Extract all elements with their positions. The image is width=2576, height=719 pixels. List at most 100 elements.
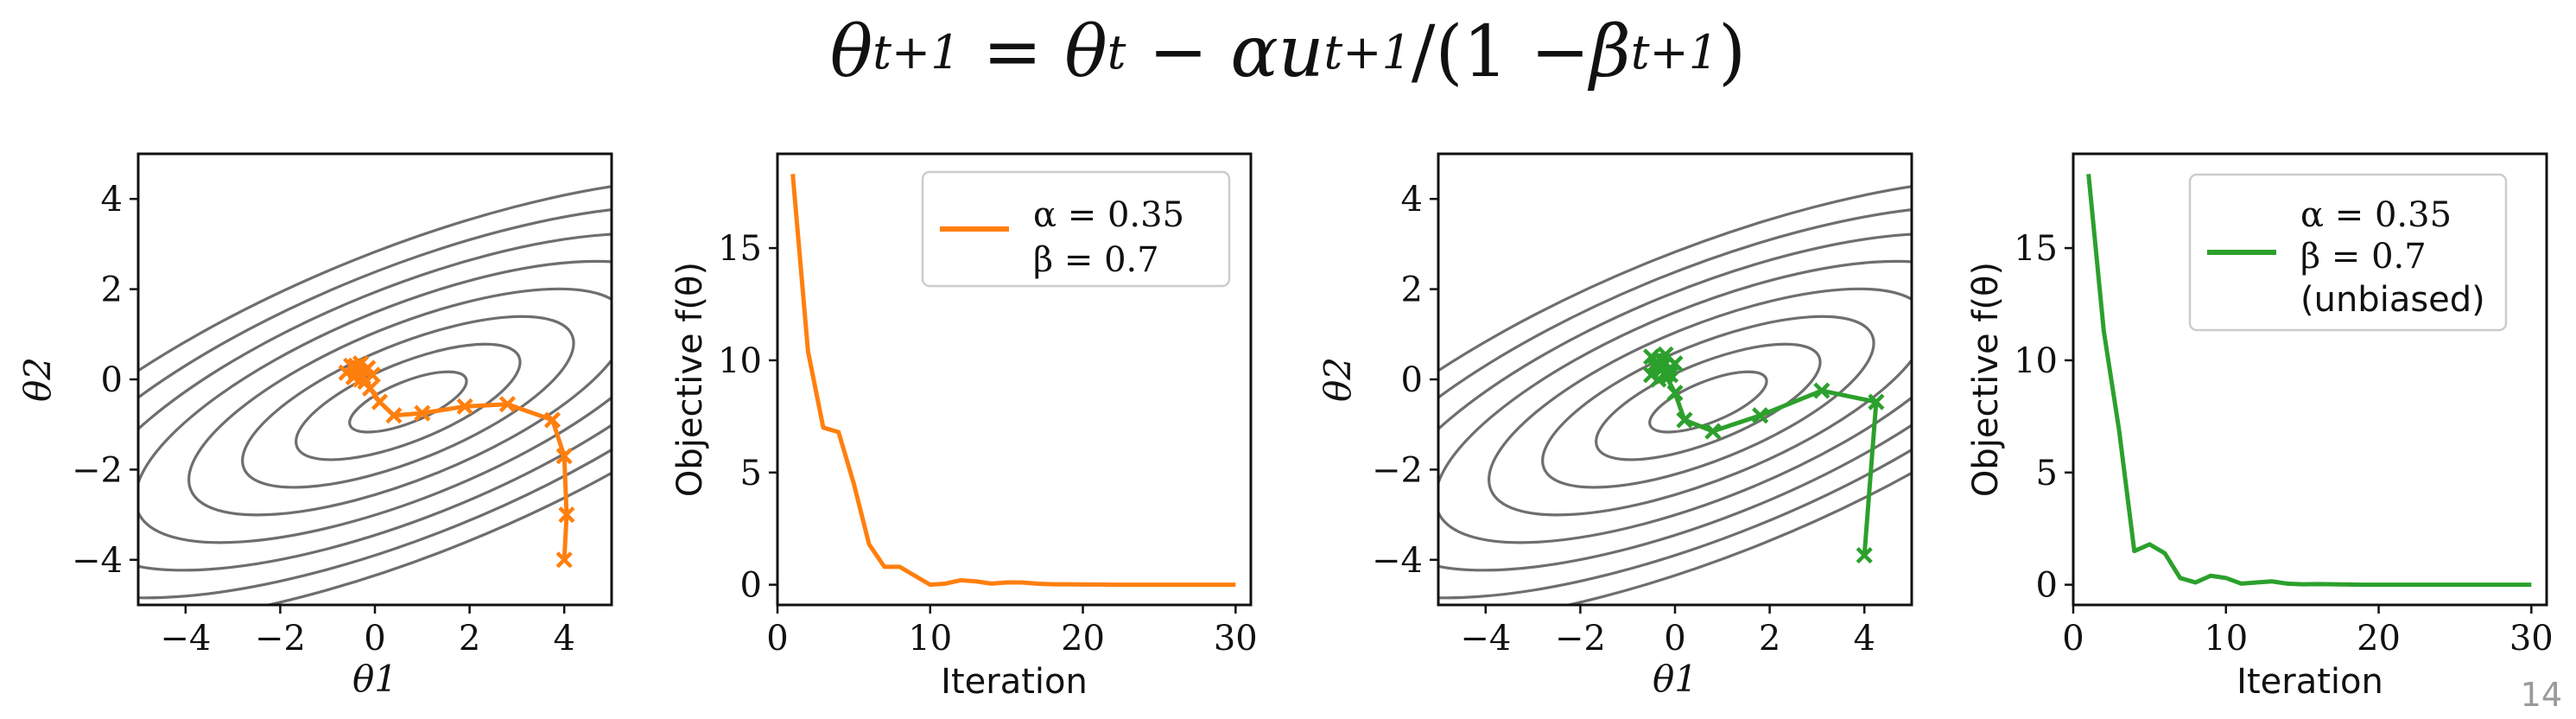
trajectory-point	[498, 396, 517, 413]
y-tick-label: −4	[1372, 541, 1423, 581]
contour-line	[348, 370, 468, 434]
y-tick-label: 4	[101, 180, 123, 220]
trajectory-point	[1868, 393, 1885, 410]
trajectory-point	[456, 398, 473, 415]
y-tick-label: −4	[72, 541, 123, 581]
x-tick-label: −2	[1555, 619, 1606, 659]
marker-stroke	[414, 404, 431, 422]
objective-line	[2086, 174, 2532, 588]
p3-panel: −4 −2 0 2 4 −4 −2 0 2 4 θ1 θ2	[1317, 152, 1913, 700]
trajectory-point	[1666, 385, 1684, 402]
y-tick-label: 10	[2014, 341, 2058, 381]
x-tick-label: −4	[1460, 619, 1511, 659]
x-tick-label: −2	[255, 619, 306, 659]
y-tick-label: 10	[718, 341, 762, 381]
title-divide: /(1 −	[1411, 10, 1590, 93]
contour-line	[1438, 259, 1912, 544]
trajectory-point	[555, 551, 573, 569]
y-axis-label: Objective f(θ)	[1966, 262, 2006, 497]
trajectory-point	[1752, 407, 1769, 424]
title-equals: =	[982, 10, 1043, 93]
p4-plot-area	[2086, 174, 2532, 588]
contour-line	[1595, 342, 1822, 461]
p2-panel: 0 10 20 30 0 5 10 15 Iteration Objective f(θ) α = …	[670, 152, 1258, 702]
x-tick-label: 10	[908, 619, 952, 659]
trajectory-point	[1856, 546, 1873, 564]
contour-line	[187, 287, 612, 517]
marker-stroke	[456, 398, 473, 415]
y-tick-label: 5	[2036, 454, 2058, 493]
legend: α = 0.35β = 0.7(unbiased)	[2188, 173, 2508, 332]
legend-label: β = 0.7	[1033, 240, 1159, 280]
x-tick-label: 4	[1853, 619, 1875, 659]
legend-box	[921, 170, 1231, 288]
contour-line	[1488, 287, 1912, 517]
trajectory-point	[558, 506, 575, 524]
marker-stroke	[1666, 385, 1684, 402]
x-tick-label: 2	[459, 619, 480, 659]
p4-panel: 0 10 20 30 0 5 10 15 Iteration Objective f(θ) α = …	[1966, 152, 2554, 702]
x-tick-label: 10	[2204, 619, 2248, 659]
x-tick-label: 30	[2509, 619, 2554, 659]
y-tick-label: 15	[718, 229, 762, 269]
y-axis-label: θ2	[1317, 357, 1359, 402]
y-tick-label: −2	[72, 450, 123, 490]
y-axis-label: θ2	[16, 357, 59, 402]
contour-line	[138, 176, 612, 605]
objective-line	[790, 174, 1236, 588]
x-tick-label: 2	[1759, 619, 1780, 659]
y-tick-label: 0	[2036, 566, 2058, 606]
marker-stroke	[1659, 361, 1677, 379]
x-tick-label: 30	[1214, 619, 1258, 659]
title-theta-t-subscript: t	[1107, 24, 1126, 80]
marker-stroke	[1752, 407, 1769, 424]
contour-line	[241, 315, 575, 489]
trajectory-point	[555, 448, 573, 465]
title-beta: β	[1589, 10, 1631, 93]
x-tick-label: 0	[1664, 619, 1685, 659]
trajectory-point	[1676, 411, 1693, 429]
x-tick-label: 20	[1061, 619, 1105, 659]
y-tick-label: 0	[1401, 360, 1423, 400]
y-tick-label: −2	[1372, 450, 1423, 490]
legend-label: α = 0.35	[2300, 195, 2452, 235]
y-tick-label: 15	[2014, 229, 2058, 269]
y-tick-label: 2	[1401, 270, 1423, 310]
x-tick-label: 0	[364, 619, 385, 659]
marker-stroke	[1676, 411, 1693, 429]
p1-panel: −4 −2 0 2 4 −4 −2 0 2 4 θ1 θ2	[16, 152, 613, 700]
marker-stroke	[558, 506, 575, 524]
trajectory-point	[385, 407, 403, 424]
trajectory-line	[1649, 352, 1879, 556]
marker-stroke	[350, 361, 367, 379]
title-theta: θ	[829, 10, 873, 93]
x-axis-label: Iteration	[2237, 662, 2383, 702]
marker-stroke	[555, 448, 573, 465]
contour-line	[1438, 176, 1912, 605]
y-tick-label: 5	[740, 454, 762, 493]
y-tick-label: 0	[740, 566, 762, 606]
contour-line	[138, 232, 612, 572]
x-axis-label: Iteration	[941, 662, 1088, 702]
marker-stroke	[1856, 546, 1873, 564]
title-theta-subscript: t+1	[872, 24, 961, 80]
trajectory-point	[350, 361, 367, 379]
legend-label: α = 0.35	[1033, 195, 1184, 235]
y-tick-label: 2	[101, 270, 123, 310]
x-axis-label: θ1	[1653, 658, 1697, 700]
marker-stroke	[1813, 382, 1830, 399]
marker-stroke	[543, 411, 562, 429]
title-theta-t: θ	[1064, 10, 1107, 93]
trajectory-point	[543, 411, 562, 429]
y-tick-label: 0	[101, 360, 123, 400]
p1-plot-area	[138, 176, 612, 605]
title-u-subscript: t+1	[1323, 24, 1412, 80]
contour-line	[138, 259, 612, 544]
contour-line	[295, 342, 522, 461]
trajectory-point	[1659, 361, 1677, 379]
title-u: u	[1278, 10, 1324, 93]
x-tick-label: 20	[2357, 619, 2401, 659]
legend-label: (unbiased)	[2300, 280, 2485, 320]
